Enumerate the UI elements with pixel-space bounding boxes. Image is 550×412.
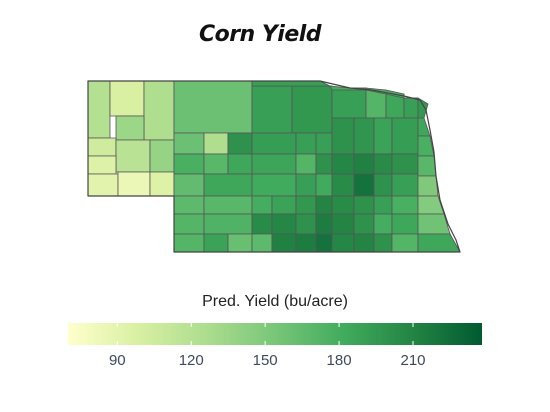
- county-c82: [417, 175, 439, 197]
- legend-gradient: [68, 323, 482, 345]
- county-c62: [295, 213, 317, 235]
- county-c71: [251, 233, 273, 253]
- county-c08: [365, 89, 387, 119]
- county-c87: [251, 80, 331, 87]
- county-c74: [315, 233, 333, 253]
- county-c41: [251, 173, 297, 197]
- county-c64: [331, 213, 355, 235]
- county-c66: [373, 213, 393, 235]
- county-c75: [331, 233, 355, 253]
- legend-color-bar: [68, 323, 482, 345]
- county-c48: [173, 195, 205, 215]
- legend-tick-label: 150: [252, 352, 278, 369]
- county-c04: [173, 80, 253, 134]
- county-c06: [291, 85, 333, 134]
- legend-tick-label: 120: [178, 352, 204, 369]
- county-c26: [173, 153, 205, 175]
- county-c65: [353, 213, 375, 235]
- county-c60: [251, 213, 273, 235]
- county-c43: [315, 173, 333, 197]
- county-c63: [315, 213, 333, 235]
- county-c33: [353, 153, 375, 175]
- county-c69: [203, 233, 229, 253]
- county-c85: [391, 233, 419, 253]
- county-c22: [87, 155, 117, 175]
- county-c34: [373, 153, 393, 175]
- county-c15: [251, 132, 297, 155]
- county-c77: [373, 233, 393, 253]
- county-c35: [391, 153, 419, 175]
- county-c73: [295, 233, 317, 253]
- county-c37: [117, 171, 151, 197]
- county-c02: [109, 80, 145, 117]
- county-c18: [331, 117, 355, 155]
- county-c53: [315, 195, 333, 215]
- county-c28: [227, 153, 253, 175]
- county-c46: [373, 173, 393, 197]
- county-c13: [115, 139, 151, 173]
- county-c24: [203, 132, 229, 155]
- county-c44: [331, 173, 355, 197]
- legend-title: Pred. Yield (bu/acre): [202, 293, 348, 310]
- county-c31: [315, 153, 333, 175]
- county-c81: [417, 155, 437, 177]
- county-c51: [271, 195, 297, 215]
- map-title: Corn Yield: [198, 22, 322, 47]
- county-c27: [203, 153, 229, 175]
- county-c68: [173, 233, 205, 253]
- county-c23: [149, 139, 175, 173]
- legend-tick-label: 210: [400, 352, 426, 369]
- county-c55: [353, 195, 375, 215]
- county-c30: [295, 153, 317, 175]
- county-c19: [353, 117, 375, 155]
- county-c70: [227, 233, 253, 253]
- county-c21: [391, 117, 419, 155]
- county-c20: [373, 117, 393, 155]
- county-c76: [353, 233, 375, 253]
- county-c05: [251, 85, 293, 134]
- nebraska-choropleth-map: [87, 80, 461, 253]
- county-c61: [271, 213, 297, 235]
- county-c07: [331, 87, 367, 119]
- county-c38: [149, 171, 175, 197]
- county-c11: [115, 115, 145, 141]
- county-c16: [295, 132, 317, 155]
- county-c32: [331, 153, 355, 175]
- legend-tick-label: 180: [326, 352, 352, 369]
- county-c42: [295, 173, 317, 197]
- county-c29: [251, 153, 297, 175]
- county-c17: [315, 132, 333, 155]
- county-c57: [391, 195, 419, 215]
- county-c12: [87, 137, 117, 157]
- county-c25: [227, 132, 253, 155]
- county-c03: [143, 80, 175, 141]
- county-c72: [271, 233, 297, 253]
- county-c54: [331, 195, 355, 215]
- county-c45: [353, 173, 375, 197]
- county-c59: [203, 213, 253, 235]
- state-outline: [87, 80, 461, 253]
- county-c01: [87, 80, 111, 139]
- county-c47: [391, 173, 419, 197]
- county-c52: [295, 195, 317, 215]
- county-c14: [173, 132, 205, 155]
- legend-tick-label: 90: [108, 352, 126, 369]
- county-c36: [87, 173, 119, 197]
- county-c58: [173, 213, 205, 235]
- county-c49: [203, 195, 253, 215]
- county-c40: [203, 173, 253, 197]
- county-c67: [391, 213, 419, 235]
- county-c50: [251, 195, 273, 215]
- county-c39: [173, 173, 205, 197]
- county-c56: [373, 195, 393, 215]
- county-c10: [403, 97, 419, 119]
